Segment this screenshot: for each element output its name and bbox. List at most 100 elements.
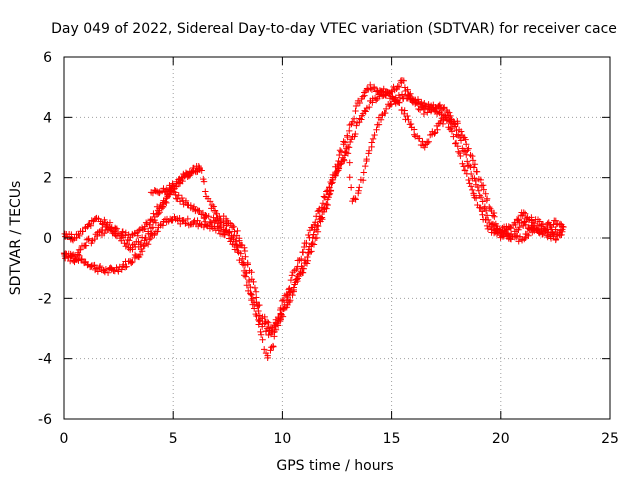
data-point-marker [475, 187, 483, 194]
data-point-marker [363, 155, 370, 163]
data-point-marker [376, 89, 384, 96]
y-tick-label: 6 [43, 50, 52, 66]
data-point-marker [469, 152, 476, 160]
data-point-marker [465, 162, 473, 169]
data-point-marker [356, 184, 363, 191]
data-point-marker [284, 293, 291, 301]
data-point-marker [320, 193, 328, 200]
data-point-marker [352, 107, 359, 115]
data-point-marker [159, 203, 167, 211]
data-point-marker [73, 255, 81, 263]
data-point-marker [480, 186, 487, 193]
data-point-marker [336, 147, 344, 154]
data-point-marker [336, 151, 343, 159]
data-point-marker [268, 327, 275, 335]
data-point-marker [163, 186, 170, 193]
data-point-marker [323, 200, 330, 208]
data-point-marker [244, 261, 251, 268]
data-point-marker [448, 128, 456, 135]
data-point-marker [406, 92, 413, 100]
data-point-marker [206, 198, 214, 205]
data-point-marker [309, 240, 316, 247]
data-point-marker [542, 223, 550, 231]
data-point-marker [436, 101, 444, 109]
data-point-marker [344, 150, 352, 157]
data-point-marker [515, 216, 522, 223]
data-point-marker [162, 198, 169, 205]
data-point-marker [447, 124, 455, 132]
data-point-marker [66, 257, 74, 265]
data-point-marker [341, 157, 348, 164]
data-point-marker [362, 108, 369, 115]
data-point-marker [425, 101, 432, 108]
data-point-marker [77, 246, 84, 253]
data-point-marker [454, 120, 461, 127]
data-point-marker [445, 109, 453, 116]
data-point-marker [74, 249, 82, 256]
data-point-marker [106, 219, 114, 226]
data-point-marker [253, 294, 260, 301]
data-point-marker [457, 128, 465, 135]
x-tick-label: 5 [169, 431, 178, 447]
x-tick-label: 15 [383, 431, 401, 447]
data-point-marker [169, 180, 176, 187]
data-point-marker [533, 224, 540, 232]
data-point-marker [477, 176, 485, 184]
data-point-marker [293, 276, 300, 283]
data-point-marker [155, 210, 162, 217]
data-point-marker [247, 290, 254, 297]
data-point-marker [137, 239, 145, 247]
data-point-marker [328, 180, 335, 187]
data-point-marker [147, 230, 154, 238]
data-point-marker [82, 242, 90, 249]
data-point-marker [479, 211, 486, 218]
data-point-marker [267, 347, 274, 354]
data-point-marker [359, 93, 367, 100]
data-point-marker [356, 99, 363, 107]
data-point-marker [259, 336, 266, 343]
data-point-marker [196, 165, 203, 172]
data-point-marker [119, 228, 127, 235]
data-point-marker [178, 174, 186, 181]
data-point-marker [463, 170, 471, 177]
data-point-marker [431, 130, 438, 137]
data-point-marker [346, 138, 354, 146]
data-point-marker [358, 116, 365, 123]
data-point-marker [529, 229, 536, 236]
data-point-marker [405, 116, 412, 123]
data-point-marker [425, 138, 432, 145]
data-point-marker [245, 276, 253, 284]
data-point-marker [289, 291, 296, 299]
data-point-marker [91, 235, 98, 243]
data-point-marker [146, 236, 153, 243]
data-point-marker [142, 219, 150, 226]
data-point-marker [434, 126, 441, 133]
data-point-marker [300, 243, 308, 251]
data-point-marker [251, 284, 259, 292]
data-point-marker [123, 263, 130, 270]
data-point-marker [486, 223, 494, 231]
data-point-marker [100, 230, 108, 237]
data-point-marker [450, 133, 457, 140]
data-point-marker [395, 83, 403, 91]
data-point-marker [301, 257, 309, 264]
data-point-marker [144, 241, 152, 248]
data-point-marker [177, 176, 184, 184]
data-point-marker [123, 240, 131, 248]
data-point-marker [136, 251, 144, 259]
data-point-marker [306, 234, 313, 241]
data-point-marker [473, 168, 481, 175]
data-point-marker [222, 227, 229, 234]
data-point-marker [121, 264, 129, 271]
data-point-marker [202, 212, 209, 219]
data-point-marker [344, 143, 352, 151]
x-axis-label: GPS time / hours [276, 458, 393, 474]
data-point-marker [365, 103, 373, 111]
data-point-marker [228, 222, 236, 229]
series-track-d [147, 162, 203, 197]
data-point-marker [421, 144, 428, 151]
data-point-marker [156, 209, 163, 216]
data-point-marker [421, 99, 428, 107]
data-point-marker [319, 200, 327, 207]
data-point-marker [119, 234, 127, 241]
